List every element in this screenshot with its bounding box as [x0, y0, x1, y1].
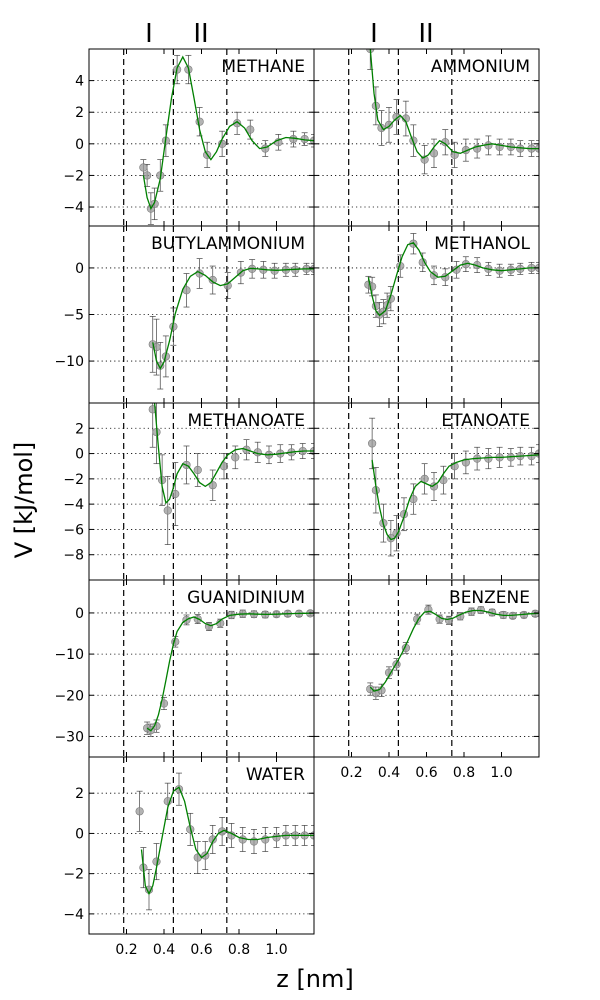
x-tick-label: 1.0	[490, 765, 512, 781]
x-tick-label: 0.8	[228, 942, 250, 958]
panel-plot-area	[314, 403, 539, 580]
data-point	[231, 453, 240, 462]
data-point	[223, 281, 232, 290]
region-label-I-right: I	[370, 19, 378, 49]
y-tick-label: −4	[63, 907, 84, 923]
panel-plot-area	[89, 403, 314, 580]
x-axis-label: z [nm]	[276, 965, 354, 993]
x-tick-label: 0.4	[378, 765, 400, 781]
x-tick-label: 0.6	[415, 765, 437, 781]
x-tick-label: 0.8	[453, 765, 475, 781]
data-point	[195, 117, 204, 126]
region-label-II-right: II	[418, 19, 433, 49]
fit-curve	[369, 609, 539, 692]
panel-title: WATER	[246, 765, 305, 785]
region-label-I-left: I	[145, 19, 153, 49]
y-tick-label: 2	[75, 105, 84, 121]
y-tick-label: 2	[75, 421, 84, 437]
fit-curve	[371, 454, 539, 541]
x-tick-label: 1.0	[265, 942, 287, 958]
data-point	[392, 112, 401, 122]
y-tick-label: −20	[54, 688, 84, 704]
panel-title: BUTYLAMMONIUM	[151, 234, 305, 254]
fit-curve	[369, 49, 539, 159]
y-tick-label: −6	[63, 522, 84, 538]
panel-title: ETANOATE	[441, 411, 530, 431]
panel-etanoate: ETANOATE	[313, 402, 540, 581]
data-point	[193, 465, 202, 475]
data-point	[444, 616, 454, 625]
y-tick-label: −2	[63, 168, 84, 184]
y-tick-label: 0	[75, 447, 84, 463]
y-tick-label: −10	[54, 354, 84, 370]
y-axis-label: V [kJ/mol]	[10, 442, 38, 559]
fit-curve	[142, 55, 314, 211]
panel-title: GUANIDINIUM	[187, 588, 305, 608]
panel-butylammonium: −10 −5 0 BUTYLAMMONIUM	[54, 225, 315, 404]
fit-curve	[153, 403, 314, 505]
x-tick-label: 0.2	[340, 765, 362, 781]
data-point	[208, 835, 217, 844]
data-point	[272, 833, 281, 842]
fit-curve	[367, 242, 539, 317]
panel-title: AMMONIUM	[431, 57, 530, 77]
panel-methanoate: −8 −6 −4 −2 0 2 METHANOATE	[63, 402, 315, 581]
panel-title: BENZENE	[449, 588, 530, 608]
data-point	[366, 684, 375, 694]
fit-curve	[140, 786, 314, 896]
x-tick-label: 0.4	[153, 942, 175, 958]
panel-water: −4 −2 0 2 0.2 0.4 0.6 0.8 1.0 WATER	[63, 756, 315, 958]
y-tick-label: −5	[63, 308, 84, 324]
panel-methanol: METHANOL	[313, 225, 540, 404]
y-tick-label: −4	[63, 200, 84, 216]
panel-plot-area	[89, 757, 314, 934]
panel-methane: −4 −2 0 2 4 METHANE	[63, 48, 315, 227]
panel-plot-area	[314, 49, 539, 226]
panel-title: METHANOL	[434, 234, 530, 254]
y-tick-label: 0	[75, 137, 84, 153]
x-tick-label: 0.6	[190, 942, 212, 958]
y-tick-label: −2	[63, 867, 84, 883]
y-tick-label: 4	[75, 74, 84, 90]
y-tick-label: 0	[75, 606, 84, 622]
y-tick-label: 0	[75, 826, 84, 842]
region-label-II-left: II	[193, 19, 208, 49]
panel-title: METHANE	[221, 57, 305, 77]
x-tick-label: 0.2	[115, 942, 137, 958]
data-point	[135, 807, 144, 816]
y-tick-label: 2	[75, 786, 84, 802]
fit-curve	[152, 267, 314, 370]
y-tick-label: −30	[54, 729, 84, 745]
y-tick-label: −2	[63, 472, 84, 488]
panel-title: METHANOATE	[188, 411, 305, 431]
panel-plot-area	[89, 49, 314, 226]
panel-ammonium: AMMONIUM	[313, 48, 540, 227]
y-tick-label: −10	[54, 647, 84, 663]
data-point	[368, 439, 377, 448]
data-point	[208, 275, 217, 285]
panel-benzene: 0.2 0.4 0.6 0.8 1.0 BENZENE	[313, 579, 540, 781]
panel-plot-area	[89, 580, 314, 757]
data-point	[163, 506, 172, 515]
panel-guanidinium: −30 −20 −10 0 GUANIDINIUM	[54, 579, 315, 758]
data-point	[452, 265, 461, 274]
data-point	[246, 125, 255, 134]
panel-plot-area	[89, 226, 314, 403]
y-tick-label: 0	[75, 261, 84, 277]
data-point	[249, 837, 259, 846]
labels-layer: I II I II z [nm] V [kJ/mol]	[10, 19, 434, 993]
y-tick-label: −4	[63, 497, 84, 513]
fit-curve	[146, 612, 314, 732]
data-point	[484, 454, 493, 463]
data-point	[233, 119, 242, 128]
data-point	[139, 163, 148, 172]
y-tick-label: −8	[63, 548, 84, 564]
panel-plot-area	[314, 580, 539, 757]
